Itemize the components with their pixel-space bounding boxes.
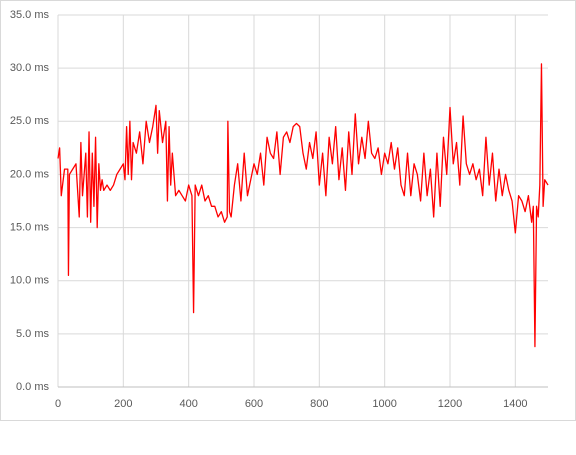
y-tick-label: 0.0 ms	[16, 381, 50, 393]
x-tick-label: 1400	[503, 398, 527, 410]
y-tick-label: 5.0 ms	[16, 328, 50, 340]
x-tick-label: 1200	[438, 398, 462, 410]
y-tick-label: 10.0 ms	[10, 275, 50, 287]
y-tick-label: 20.0 ms	[10, 168, 50, 180]
y-tick-label: 15.0 ms	[10, 221, 50, 233]
x-tick-label: 1000	[372, 398, 396, 410]
x-tick-label: 0	[55, 398, 61, 410]
x-tick-label: 400	[179, 398, 197, 410]
x-tick-label: 800	[310, 398, 328, 410]
x-tick-label: 200	[114, 398, 132, 410]
y-tick-label: 35.0 ms	[10, 9, 50, 21]
series-line	[57, 63, 549, 348]
y-tick-label: 30.0 ms	[10, 62, 50, 74]
x-tick-label: 600	[245, 398, 263, 410]
y-tick-label: 25.0 ms	[10, 115, 50, 127]
